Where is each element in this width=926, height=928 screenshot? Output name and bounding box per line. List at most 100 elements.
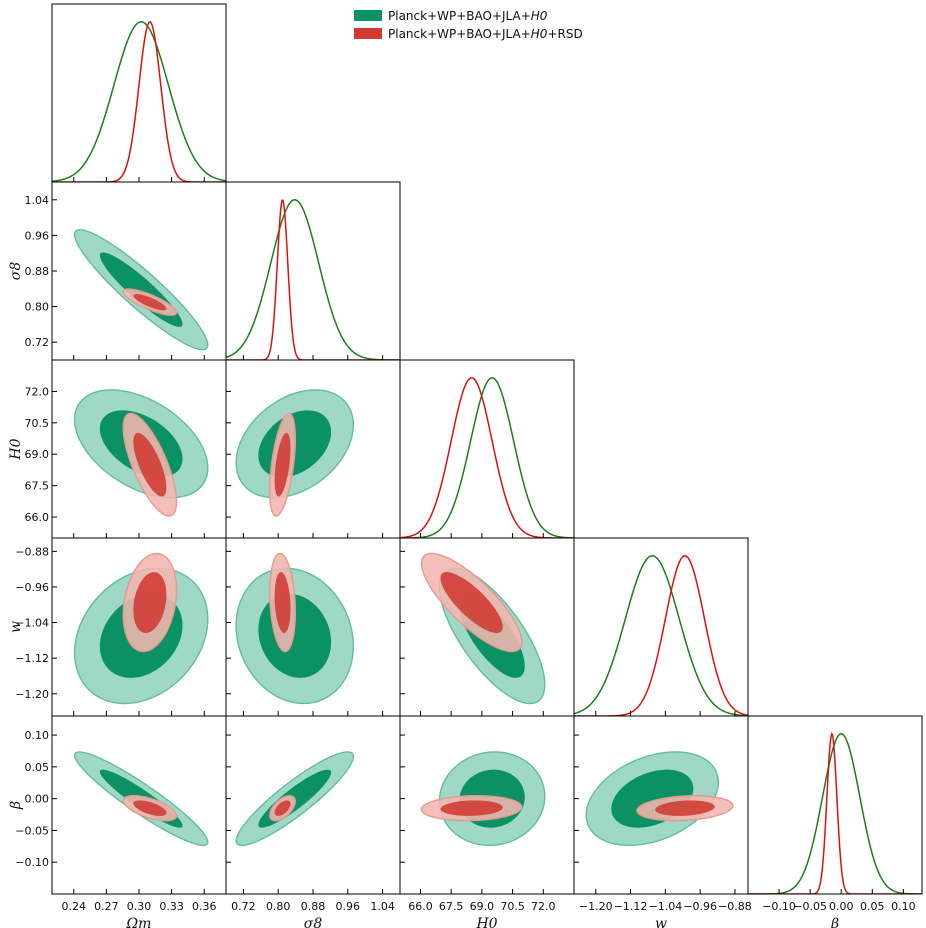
contour-68-omega_m-sigma8-series-1: [133, 294, 167, 311]
panel-beta-beta: [747, 715, 923, 895]
x-tick-label: −0.10: [762, 900, 796, 913]
legend-label-0: Planck+WP+BAO+JLA+H0: [388, 9, 548, 23]
panel-sigma8-sigma8: [225, 181, 401, 361]
legend-swatch-1: [354, 28, 382, 39]
contour-68-H0-beta-series-1: [440, 800, 503, 816]
legend: Planck+WP+BAO+JLA+H0 Planck+WP+BAO+JLA+H…: [354, 9, 583, 41]
y-tick-label: −0.10: [15, 856, 49, 869]
x-axis-label-H0: H0: [475, 916, 497, 928]
y-tick-label: 69.0: [25, 448, 50, 461]
x-tick-label: 0.00: [829, 900, 854, 913]
contour-68-sigma8-w-series-1: [274, 572, 291, 633]
x-tick-label: −0.96: [683, 900, 717, 913]
y-axis-sigma8: 0.72 0.80 0.88 0.96 1.04 σ8: [8, 194, 57, 349]
legend-swatch-0: [354, 10, 382, 21]
legend-math-0: H0: [531, 9, 548, 23]
y-tick-label: 1.04: [25, 194, 50, 207]
panel-w-sigma8: [225, 537, 401, 717]
x-axis-omega_m: 0.24 0.27 0.30 0.33 0.36 Ωm: [62, 177, 217, 928]
panel-frame: [51, 3, 227, 183]
marginal-curve-beta-series-1: [748, 731, 922, 894]
y-tick-label: 0.10: [25, 729, 50, 742]
x-axis-beta: −0.10−0.05 0.00 0.05 0.10 β: [762, 889, 916, 928]
y-tick-label: 67.5: [25, 480, 50, 493]
panel-H0-omega_m: [51, 359, 227, 539]
x-tick-label: 0.80: [266, 900, 291, 913]
x-tick-label: −1.12: [614, 900, 648, 913]
x-tick-label: 0.05: [860, 900, 885, 913]
x-axis-label-w: w: [655, 916, 667, 928]
panel-w-w: [573, 537, 749, 717]
y-tick-label: 0.05: [25, 761, 50, 774]
y-tick-label: −0.96: [15, 581, 49, 594]
x-axis-label-sigma8: σ8: [304, 916, 323, 928]
y-tick-label: 0.88: [25, 265, 50, 278]
marginal-curve-w-series-0: [574, 555, 748, 716]
panel-beta-omega_m: [51, 715, 227, 895]
panel-H0-sigma8: [225, 359, 401, 539]
panel-frame: [225, 181, 401, 361]
contour-68-H0-w-series-1: [440, 572, 503, 633]
y-axis-H0: 66.0 67.5 69.0 70.5 72.0 H0: [8, 385, 231, 524]
x-tick-label: 0.96: [336, 900, 361, 913]
y-axis-label-w: w: [8, 621, 24, 633]
x-axis-w: −1.20 −1.12 −1.04 −0.96 −0.88 w: [579, 711, 752, 928]
contour-68-omega_m-w-series-1: [133, 572, 167, 633]
panels: 0.24 0.27 0.30 0.33 0.36 Ωm 0.72 0.80 0.88 0.96 1.…: [8, 3, 923, 928]
panel-frame: [747, 715, 923, 895]
x-tick-label: 0.72: [231, 900, 256, 913]
y-tick-label: −0.05: [15, 824, 49, 837]
marginal-curve-H0-series-1: [400, 377, 574, 538]
x-tick-label: 72.0: [531, 900, 556, 913]
panel-beta-H0: [399, 715, 575, 895]
x-tick-label: 0.27: [94, 900, 119, 913]
x-tick-label: 0.24: [62, 900, 87, 913]
x-axis-sigma8: 0.72 0.80 0.88 0.96 1.04 σ8: [231, 355, 395, 928]
marginal-curve-omega_m-series-1: [52, 21, 226, 182]
x-tick-label: 69.0: [470, 900, 495, 913]
contour-68-omega_m-beta-series-1: [133, 800, 167, 816]
y-tick-label: 0.72: [25, 336, 50, 349]
y-tick-label: 72.0: [25, 385, 50, 398]
y-axis-label-H0: H0: [8, 438, 24, 460]
y-tick-label: 66.0: [25, 511, 50, 524]
y-tick-label: 70.5: [25, 417, 50, 430]
marginal-curve-H0-series-0: [400, 377, 574, 538]
legend-math-1: H0: [531, 27, 548, 41]
x-tick-label: 0.10: [891, 900, 916, 913]
panel-beta-sigma8: [225, 715, 401, 895]
panel-frame: [399, 359, 575, 539]
panel-omega_m-omega_m: [51, 3, 227, 183]
x-tick-label: 1.04: [370, 900, 395, 913]
panel-sigma8-omega_m: [51, 181, 227, 361]
y-tick-label: −1.04: [15, 617, 49, 630]
panel-H0-H0: [399, 359, 575, 539]
x-tick-label: −0.88: [718, 900, 752, 913]
y-tick-label: −1.20: [15, 688, 49, 701]
x-axis-H0: 66.0 67.5 69.0 70.5 72.0 H0: [408, 533, 556, 928]
panel-beta-w: [573, 715, 749, 895]
x-tick-label: −0.05: [793, 900, 827, 913]
x-axis-label-beta: β: [830, 916, 839, 928]
panel-w-omega_m: [51, 537, 227, 717]
y-tick-label: −1.12: [15, 652, 49, 665]
y-tick-label: 0.80: [25, 301, 50, 314]
contour-68-omega_m-H0-series-1: [133, 432, 167, 497]
contour-68-sigma8-H0-series-1: [274, 432, 291, 497]
y-axis-w: −1.20 −1.12 −1.04 −0.96 −0.88 w: [8, 545, 405, 701]
x-tick-label: 70.5: [500, 900, 525, 913]
contour-68-sigma8-beta-series-1: [274, 800, 291, 816]
x-tick-label: 0.88: [301, 900, 326, 913]
y-axis-label-beta: β: [8, 801, 24, 810]
panel-w-H0: [399, 537, 575, 717]
x-tick-label: 0.36: [192, 900, 217, 913]
x-tick-label: 66.0: [408, 900, 433, 913]
x-tick-label: 0.33: [159, 900, 184, 913]
y-tick-label: −0.88: [15, 545, 49, 558]
marginal-curve-sigma8-series-0: [226, 199, 400, 360]
legend-label-1: Planck+WP+BAO+JLA+H0+RSD: [388, 27, 583, 41]
marginal-curve-sigma8-series-1: [226, 199, 400, 360]
y-tick-label: 0.00: [25, 793, 50, 806]
y-tick-label: 0.96: [25, 229, 50, 242]
